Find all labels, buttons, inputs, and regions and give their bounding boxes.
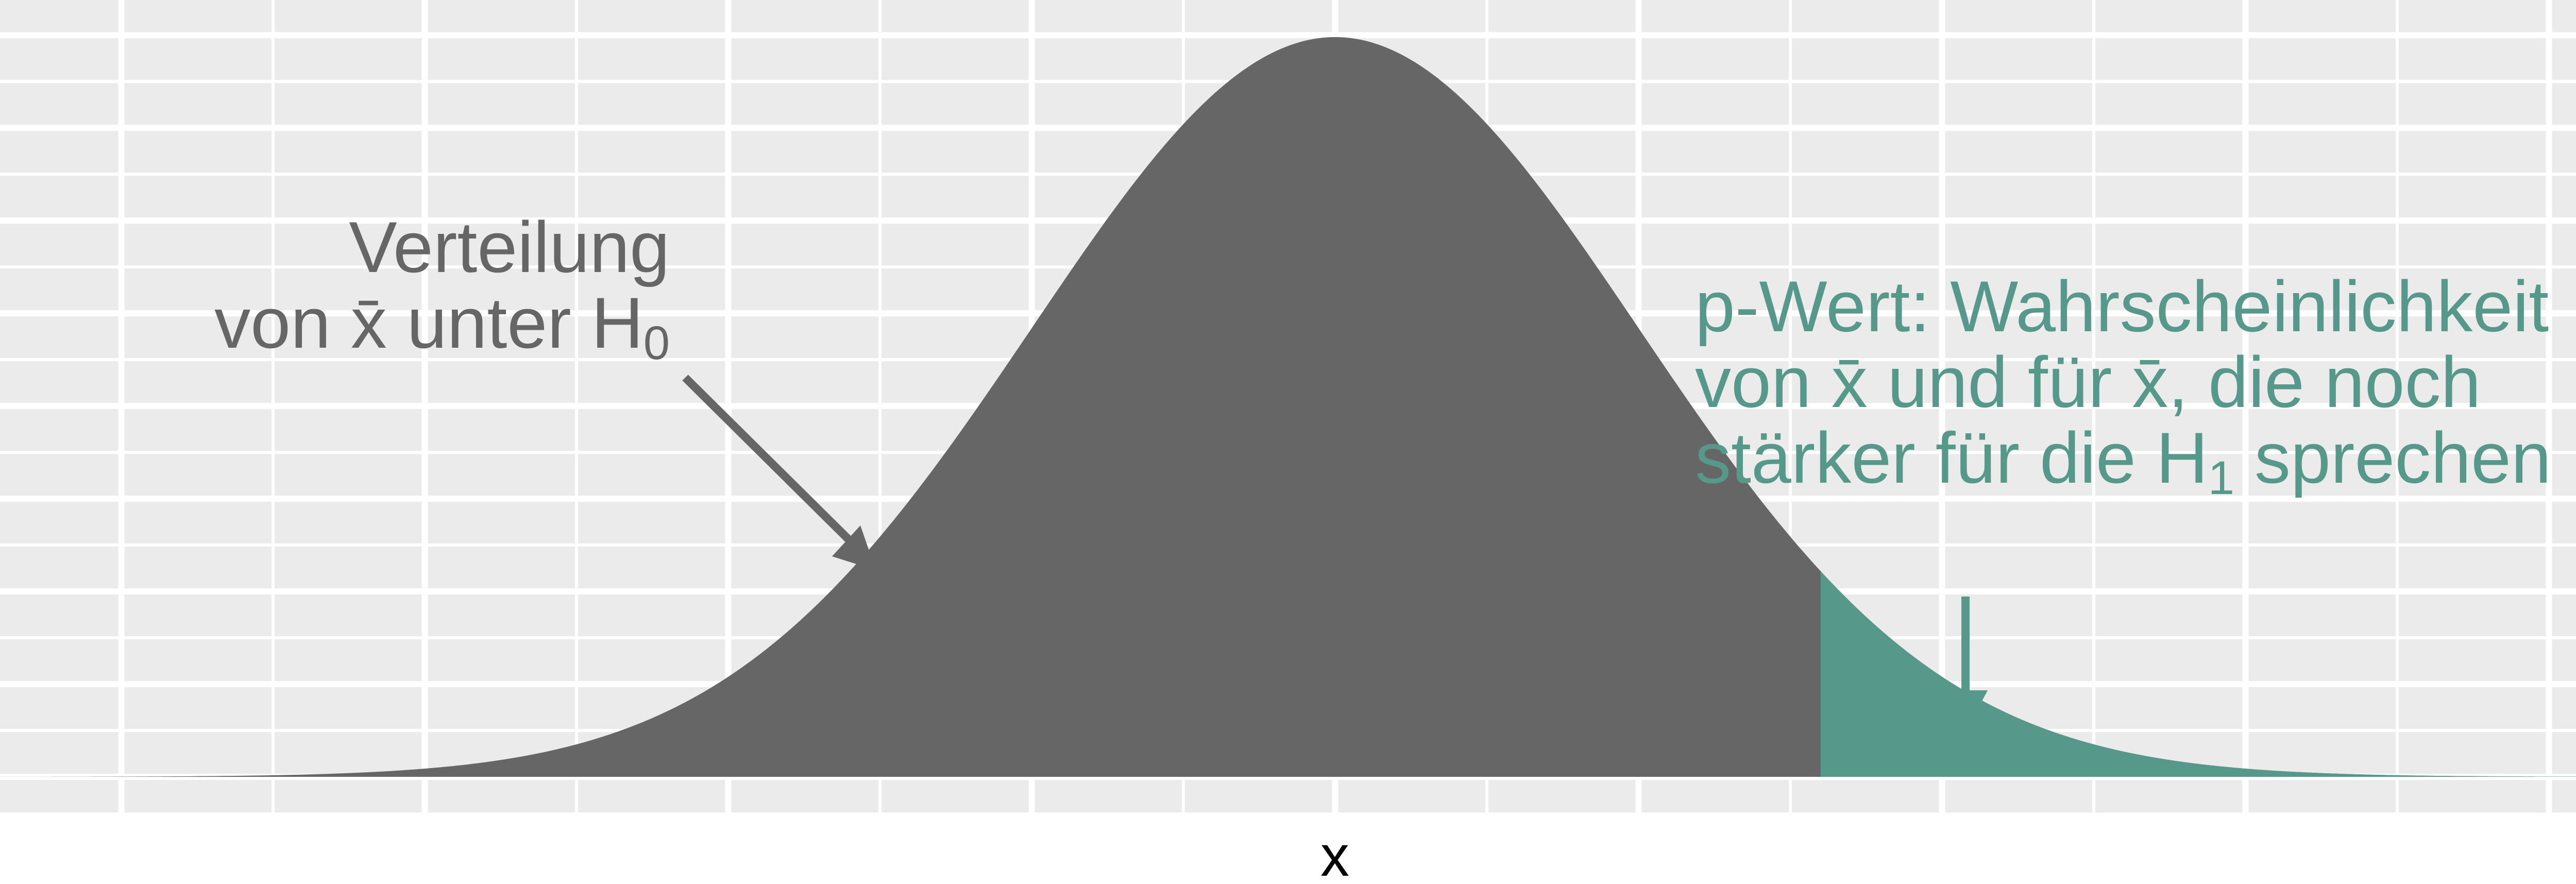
annotation-left-line2: von x̄ unter H0 [214,282,670,369]
annotation-left-prefix: von [214,282,351,363]
annotation-right-line3: stärker für die H1 sprechen [1695,417,2551,504]
annotation-right-subscript: 1 [2208,452,2234,504]
annotation-left-subscript: 0 [643,317,670,369]
annotation-left-arrow-shaft [682,375,853,544]
annotation-right-line3-a: stärker für die H [1695,417,2208,498]
p-value-tail-area [1820,571,2576,777]
annotation-right-line2-b: und für [1868,342,2132,422]
annotation-left-arrowhead [832,525,876,570]
annotation-right-arrowhead [1943,690,1988,733]
annotation-right-line2: von x̄ und für x̄, die noch [1695,342,2481,422]
annotation-right-line1: p-Wert: Wahrscheinlichkeit [1695,266,2549,347]
annotation-left-mid: unter H [387,282,643,363]
annotation-left-line1: Verteilung [349,207,670,287]
x-axis-title: x [1320,824,1349,884]
annotation-right-xbar-2: x̄ [2132,342,2168,422]
annotation-right-line2-c: , die noch [2168,342,2481,422]
annotation-right-line2-a: von [1695,342,1832,422]
density-area [0,37,2576,777]
annotation-right-xbar-1: x̄ [1832,342,1868,422]
annotation-right-line3-b: sprechen [2234,417,2551,498]
annotation-left-xbar: x̄ [351,282,387,363]
